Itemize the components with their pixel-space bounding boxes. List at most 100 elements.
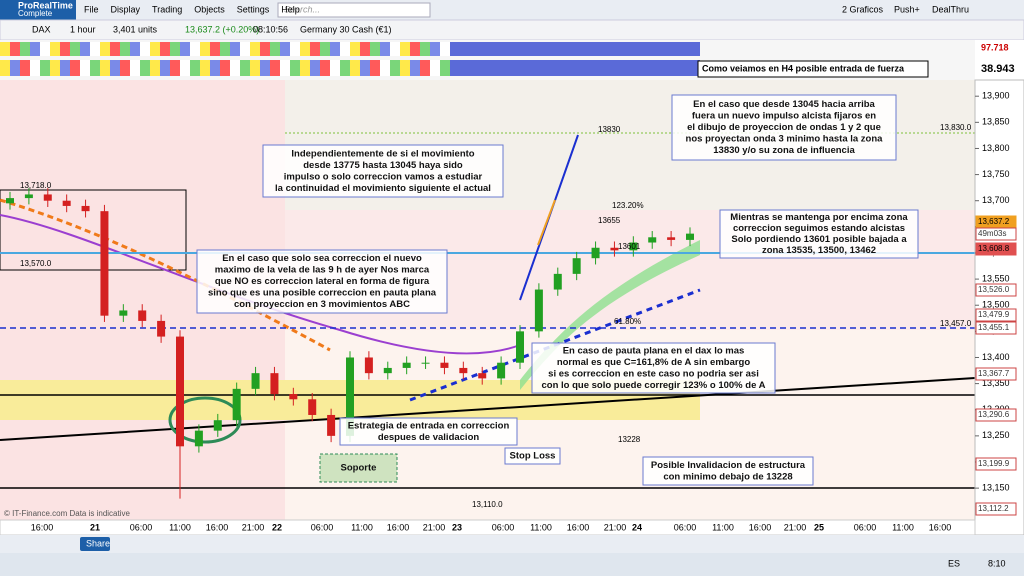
menu-right-item[interactable]: Push+ <box>894 4 920 14</box>
strip-top <box>540 42 550 56</box>
price-tag: 49m03s <box>978 229 1006 238</box>
x-tick-label: 21:00 <box>604 522 627 532</box>
strip-top <box>470 42 480 56</box>
strip-top <box>460 42 470 56</box>
annotation-line: desde 13775 hasta 13045 haya sido <box>303 160 463 171</box>
x-tick-label: 11:00 <box>892 522 914 532</box>
annotation-line: si es correccion en este caso no podria … <box>548 368 759 379</box>
y-tick-label: 13,750 <box>982 169 1010 179</box>
x-tick-label: 16:00 <box>31 522 54 532</box>
strip-bottom <box>270 60 280 76</box>
strip-top <box>490 42 500 56</box>
price-tag-box <box>975 321 1017 335</box>
annotation-line: Mientras se mantenga por encima zona <box>730 212 908 223</box>
candle-body <box>24 194 33 199</box>
chart-label: 13,718.0 <box>20 181 52 190</box>
strip-top <box>40 42 50 56</box>
strip-bottom <box>390 60 400 76</box>
chart-label: 13655 <box>598 216 621 225</box>
y-tick-label: 13,500 <box>982 300 1010 310</box>
strip-top <box>330 42 340 56</box>
strip-bottom <box>150 60 160 76</box>
x-tick-label: 06:00 <box>311 522 334 532</box>
x-tick-label: 16:00 <box>206 522 229 532</box>
y-tick-label: 13,900 <box>982 91 1010 101</box>
menu-item[interactable]: Settings <box>237 4 270 14</box>
menu-item[interactable]: Objects <box>194 4 225 14</box>
strip-top <box>430 42 440 56</box>
price-tag: 13,455.1 <box>978 323 1010 332</box>
toolbar-units[interactable]: 3,401 units <box>113 24 158 34</box>
menu-right-item[interactable]: DealThru <box>932 4 969 14</box>
average-line <box>0 214 521 355</box>
candle-body <box>667 237 676 240</box>
chart-label: 13601 <box>618 242 641 251</box>
strip-top <box>50 42 60 56</box>
taskbar-language: ES <box>948 558 960 568</box>
share-button[interactable] <box>80 537 110 551</box>
strip-top <box>290 42 300 56</box>
strip-bottom <box>340 60 350 76</box>
strip-top <box>390 42 400 56</box>
candle-body <box>43 194 52 201</box>
strip-bottom <box>220 60 230 76</box>
strip-bottom <box>460 60 470 76</box>
candle-body <box>516 331 524 363</box>
app-name: ProRealTime <box>18 0 73 10</box>
strip-bottom <box>690 60 700 76</box>
annotation-line: Solo pordiendo 13601 posible bajada a <box>731 234 907 245</box>
candle-body <box>610 247 619 251</box>
strip-top <box>80 42 90 56</box>
annotation-box <box>196 249 448 314</box>
price-tag-box <box>975 308 1017 322</box>
candle-body <box>6 198 14 204</box>
search-box[interactable] <box>277 2 431 18</box>
candle-body <box>308 399 317 415</box>
strip-bottom <box>200 60 210 76</box>
menu-item[interactable]: Display <box>111 4 141 14</box>
x-tick-label: 21:00 <box>423 522 446 532</box>
annotation-line: normal es que C=161,8% de A sin embargo <box>557 357 751 368</box>
annotation-line: zona 13535, 13500, 13462 <box>762 245 876 256</box>
annotation-box <box>504 447 561 465</box>
strip-top <box>680 42 690 56</box>
annotation-line: con minimo debajo de 13228 <box>663 471 792 482</box>
x-tick-label: 21:00 <box>242 522 265 532</box>
candle-body <box>402 362 411 368</box>
toolbar-instrument[interactable]: DAX <box>32 24 51 34</box>
toolbar-price: 13,637.2 (+0.20%) <box>185 24 259 34</box>
strip-top <box>60 42 70 56</box>
y-tick-label: 13,150 <box>982 482 1010 492</box>
candle-body <box>686 233 694 240</box>
strip-bottom <box>70 60 80 76</box>
annotation-line: nos proyectan onda 3 minimo hasta la zon… <box>686 134 884 145</box>
candle-body <box>100 211 109 316</box>
strip-top <box>20 42 30 56</box>
annotation-line: la continuidad el movimiento siguiente e… <box>275 183 491 194</box>
candle-body <box>421 362 430 364</box>
menu-right-item[interactable]: 2 Graficos <box>842 4 884 14</box>
menu-item[interactable]: Trading <box>152 4 182 14</box>
menu-item[interactable]: File <box>84 4 99 14</box>
annotation-line: correccion seguimos estando alcistas <box>733 223 905 234</box>
strip-bottom <box>560 60 570 76</box>
strip-bottom <box>120 60 130 76</box>
strip-top <box>600 42 610 56</box>
strip-top <box>400 42 410 56</box>
annotation-line: Estrategia de entrada en correccion <box>348 420 510 431</box>
strip-top <box>570 42 580 56</box>
strip-top <box>280 42 290 56</box>
strip-top <box>640 42 650 56</box>
candle-body <box>346 357 354 436</box>
price-tag-box <box>975 227 1017 241</box>
toolbar-timeframe[interactable]: 1 hour <box>70 24 96 34</box>
menu-item[interactable]: Help <box>281 4 300 14</box>
annotation-line: Independientemente de si el movimiento <box>291 148 474 159</box>
annotation-line: maximo de la vela de las 9 h de ayer Nos… <box>215 265 430 276</box>
annotation-line: En el caso que solo sea correccion el nu… <box>222 253 422 264</box>
strip-bottom <box>380 60 390 76</box>
strip-bottom <box>210 60 220 76</box>
bottom-toolbar <box>0 535 1024 553</box>
strip-top <box>360 42 370 56</box>
